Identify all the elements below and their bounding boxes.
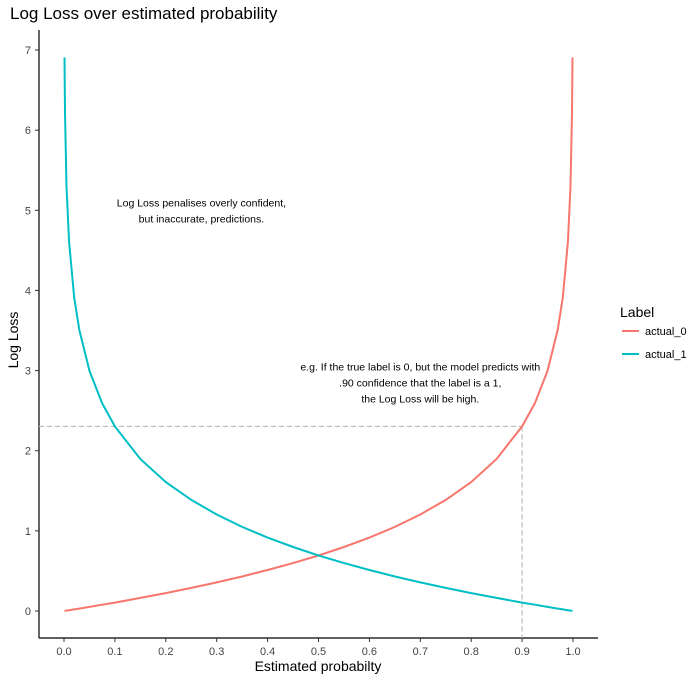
x-tick-label: 0.1 [107, 646, 122, 658]
annotation-text: .90 confidence that the label is a 1, [339, 378, 501, 390]
y-tick-label: 0 [25, 606, 31, 618]
legend-title: Label [620, 304, 654, 320]
x-tick-label: 1.0 [565, 646, 580, 658]
y-tick-label: 3 [25, 366, 31, 378]
annotation-text: e.g. If the true label is 0, but the mod… [300, 362, 540, 374]
y-tick-label: 6 [25, 125, 31, 137]
x-axis-label: Estimated probabilty [255, 658, 382, 674]
x-tick-label: 0.7 [413, 646, 428, 658]
x-tick-label: 0.3 [209, 646, 224, 658]
x-tick-label: 0.9 [514, 646, 529, 658]
y-tick-label: 4 [25, 285, 31, 297]
legend-label: actual_0 [645, 326, 687, 338]
x-tick-label: 0.8 [464, 646, 479, 658]
x-tick-label: 0.6 [362, 646, 377, 658]
y-tick-label: 7 [25, 45, 31, 57]
y-tick-label: 2 [25, 446, 31, 458]
y-tick-label: 5 [25, 205, 31, 217]
x-tick-label: 0.0 [56, 646, 71, 658]
x-tick-label: 0.5 [311, 646, 326, 658]
y-tick-label: 1 [25, 526, 31, 538]
annotation-text: the Log Loss will be high. [361, 394, 479, 406]
annotation-text: Log Loss penalises overly confident, [117, 197, 286, 209]
y-axis-label: Log Loss [5, 312, 21, 369]
annotation-text: but inaccurate, predictions. [139, 213, 265, 225]
x-tick-label: 0.2 [158, 646, 173, 658]
chart-title: Log Loss over estimated probability [10, 4, 278, 23]
x-tick-label: 0.4 [260, 646, 275, 658]
legend-label: actual_1 [645, 349, 687, 361]
series-line-actual_1 [63, 57, 573, 612]
series-line-actual_0 [64, 57, 574, 612]
